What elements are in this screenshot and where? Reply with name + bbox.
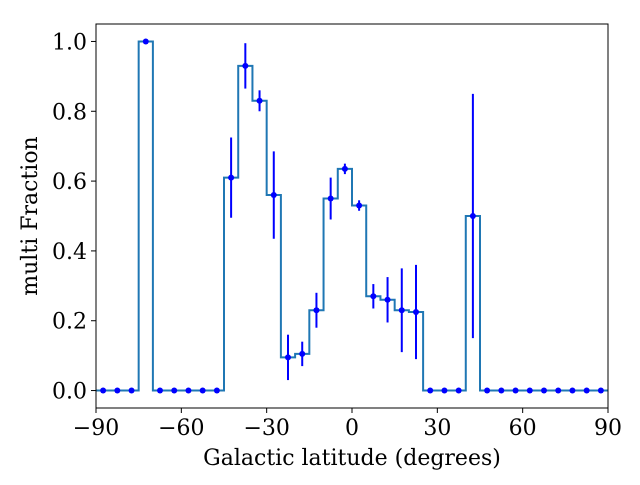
data-point xyxy=(569,387,576,394)
y-tick-label: 0.8 xyxy=(52,100,87,125)
data-point xyxy=(413,309,419,315)
data-point xyxy=(327,195,334,202)
data-point xyxy=(100,387,107,394)
data-point xyxy=(555,387,562,394)
data-point xyxy=(469,213,476,219)
data-point xyxy=(583,387,590,394)
data-point xyxy=(597,387,604,394)
data-point xyxy=(356,202,363,209)
data-point xyxy=(213,387,220,394)
data-point xyxy=(341,165,348,172)
y-tick-label: 1.0 xyxy=(52,30,87,55)
data-point xyxy=(427,387,434,394)
y-tick-label: 0.2 xyxy=(52,310,87,335)
data-point xyxy=(455,387,462,394)
x-tick-label: −90 xyxy=(73,416,119,441)
data-point xyxy=(498,387,505,394)
data-point xyxy=(313,307,320,314)
data-point xyxy=(199,387,206,394)
data-point xyxy=(185,387,192,394)
data-point xyxy=(256,97,263,104)
axes: −90 −60 −30 0 30 60 90 0.0 0.2 0.4 0.6 0.8 1.0 xyxy=(52,23,622,441)
y-tick-label: 0.4 xyxy=(52,240,87,265)
x-tick-label: −30 xyxy=(243,416,289,441)
data-point xyxy=(441,387,448,394)
data-point xyxy=(157,387,163,394)
data-point xyxy=(128,387,135,394)
data-point xyxy=(526,387,533,394)
data-point xyxy=(398,307,405,314)
x-tick-label: 90 xyxy=(594,416,622,441)
data-point xyxy=(484,387,491,394)
x-tick-label: −60 xyxy=(158,416,204,441)
data-point xyxy=(299,350,306,357)
data-point xyxy=(228,174,235,181)
x-tick-label: 60 xyxy=(509,416,537,441)
y-axis-label: multi Fraction xyxy=(18,136,43,295)
plot-frame xyxy=(95,23,609,409)
data-point xyxy=(512,387,519,394)
x-tick-label: 0 xyxy=(345,416,359,441)
data-point xyxy=(114,387,121,394)
data-point xyxy=(171,387,178,394)
plot-marks xyxy=(96,38,608,394)
data-point xyxy=(370,293,377,300)
data-point xyxy=(270,192,277,199)
data-point xyxy=(142,38,149,45)
step-line xyxy=(96,40,608,392)
data-point xyxy=(285,354,291,361)
x-tick-label: 30 xyxy=(423,416,451,441)
data-point xyxy=(384,296,391,303)
data-point xyxy=(541,387,547,394)
data-point xyxy=(242,62,249,69)
y-tick-label: 0.6 xyxy=(52,170,87,195)
x-axis-label: Galactic latitude (degrees) xyxy=(203,446,501,471)
y-tick-label: 0.0 xyxy=(52,380,87,405)
